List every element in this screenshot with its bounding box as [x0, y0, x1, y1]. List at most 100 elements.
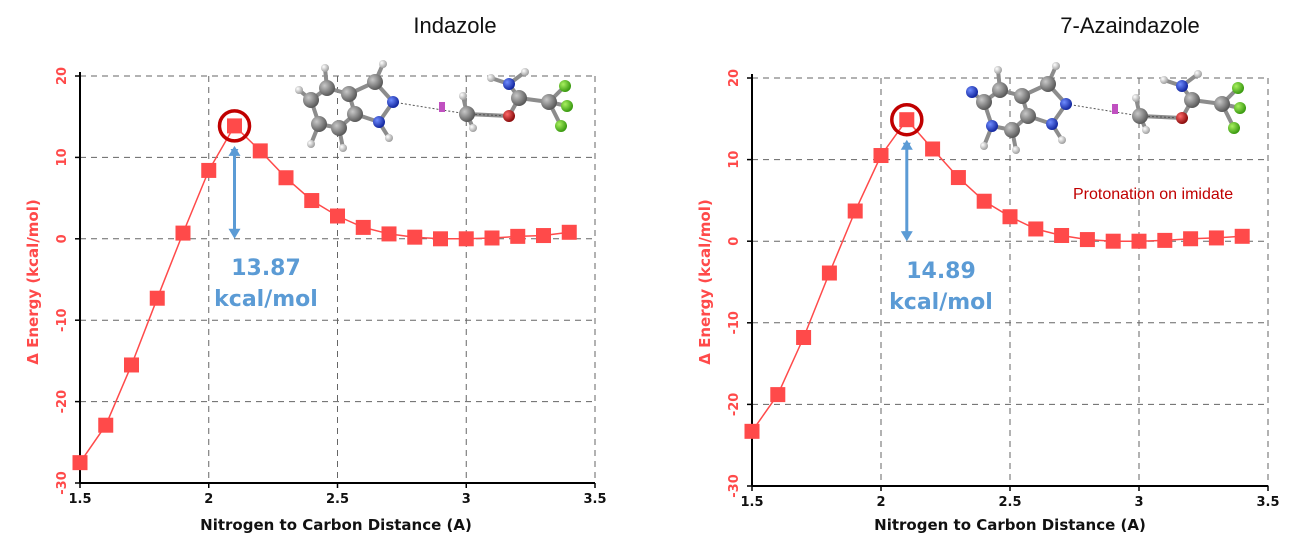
barrier-unit: kcal/mol	[214, 287, 318, 312]
data-point	[381, 226, 397, 242]
data-point	[1054, 227, 1070, 243]
y-tick-label: 20	[55, 67, 70, 85]
molecule-atom	[555, 120, 567, 132]
grid	[752, 77, 1269, 487]
x-axis-label: Nitrogen to Carbon Distance (A)	[874, 516, 1146, 534]
y-tick-label: 0	[55, 234, 70, 243]
molecule-atom	[511, 90, 527, 106]
x-tick-label: 3.5	[583, 492, 606, 507]
azaindazole-molecule-image	[966, 62, 1246, 154]
bond-midpoint-marker	[1112, 104, 1118, 114]
data-points	[744, 112, 1250, 439]
molecule-atom	[331, 120, 347, 136]
y-tick-label: -30	[727, 474, 742, 498]
chart-title: 7-Azaindazole	[1060, 13, 1199, 38]
data-point	[847, 203, 863, 219]
molecule-atom	[994, 66, 1002, 74]
data-point	[227, 118, 242, 134]
molecule-atom	[341, 86, 357, 102]
molecule-atom	[966, 86, 978, 98]
data-point	[252, 143, 268, 159]
x-tick-label: 3.5	[1256, 495, 1279, 510]
y-tick-label: 20	[727, 69, 742, 87]
molecule-atom	[1058, 136, 1066, 144]
data-point	[1131, 233, 1147, 249]
barrier-arrow-head-top	[228, 145, 241, 156]
barrier-arrow-head-bottom	[900, 231, 913, 242]
grid	[80, 75, 596, 484]
indazole-molecule-image	[295, 60, 573, 152]
data-point	[330, 208, 345, 224]
barrier-arrow-head-bottom	[228, 228, 241, 239]
molecule-atom	[1014, 88, 1030, 104]
molecule-atom	[379, 60, 387, 68]
y-tick-label: -20	[727, 393, 742, 417]
data-point	[484, 230, 500, 246]
molecule-atom	[295, 86, 303, 94]
molecule-atom	[986, 120, 998, 132]
forming-bond	[1065, 103, 1141, 117]
molecule-atom	[559, 80, 571, 92]
data-point	[72, 455, 88, 471]
data-point	[976, 193, 992, 209]
molecule-atom	[311, 116, 327, 132]
molecule-atom	[1132, 94, 1140, 102]
data-point	[899, 112, 915, 128]
data-point	[510, 228, 526, 244]
x-axis-label: Nitrogen to Carbon Distance (A)	[200, 516, 472, 534]
molecule-atom	[1160, 76, 1168, 84]
x-tick-label: 3	[462, 492, 471, 507]
data-point	[1079, 232, 1095, 248]
molecule-atom	[503, 78, 515, 90]
x-tick-label: 2.5	[998, 495, 1021, 510]
molecule-atom	[1060, 98, 1072, 110]
data-point	[950, 170, 966, 186]
x-tick-label: 3	[1134, 495, 1143, 510]
molecule-atom	[1234, 102, 1246, 114]
data-point	[175, 225, 191, 241]
barrier-arrow-head-top	[900, 139, 913, 150]
molecule-atom	[487, 74, 495, 82]
molecule-atom	[373, 116, 385, 128]
x-tick-labels: 1.5 2 2.5 3 3.5	[68, 492, 606, 507]
forming-bond	[392, 101, 468, 115]
molecule-atom	[1194, 70, 1202, 78]
data-point	[925, 141, 941, 157]
molecule-atom	[307, 140, 315, 148]
data-point	[124, 357, 139, 373]
data-point	[278, 170, 294, 186]
data-point	[770, 387, 786, 403]
barrier-annotation	[217, 109, 252, 239]
data-point	[433, 231, 448, 247]
breaking-bond	[466, 113, 510, 117]
molecule-atom	[319, 80, 335, 96]
molecule-atom	[503, 110, 515, 122]
y-tick-label: -10	[55, 308, 70, 332]
molecule-atom	[1046, 118, 1058, 130]
molecule-atom	[1176, 112, 1188, 124]
molecule-atom	[387, 96, 399, 108]
data-point	[355, 219, 371, 235]
x-tick-label: 2	[876, 495, 885, 510]
x-tick-label: 2	[204, 492, 213, 507]
axes	[747, 74, 1269, 491]
x-tick-label: 2.5	[326, 492, 349, 507]
molecule-atom	[1132, 108, 1148, 124]
molecule-atom	[1142, 126, 1150, 134]
bond-midpoint-marker	[439, 102, 445, 112]
molecule-atom	[1012, 146, 1020, 154]
molecule-atom	[980, 142, 988, 150]
transition-state-ring	[217, 109, 252, 143]
y-tick-label: 10	[727, 151, 742, 169]
chart-panel-7-azaindazole: 7-Azaindazole 1.5 2 2.5 3 3.5 20 10 0 -10 -20 -30…	[696, 13, 1280, 534]
molecule-atom	[339, 144, 347, 152]
data-point	[98, 417, 114, 433]
breaking-bond	[1139, 115, 1183, 119]
barrier-value: 14.89	[906, 259, 976, 284]
molecule-atom	[321, 64, 329, 72]
data-point	[821, 265, 837, 281]
data-point	[744, 423, 760, 439]
molecule-atom	[521, 68, 529, 76]
data-point	[536, 228, 551, 244]
